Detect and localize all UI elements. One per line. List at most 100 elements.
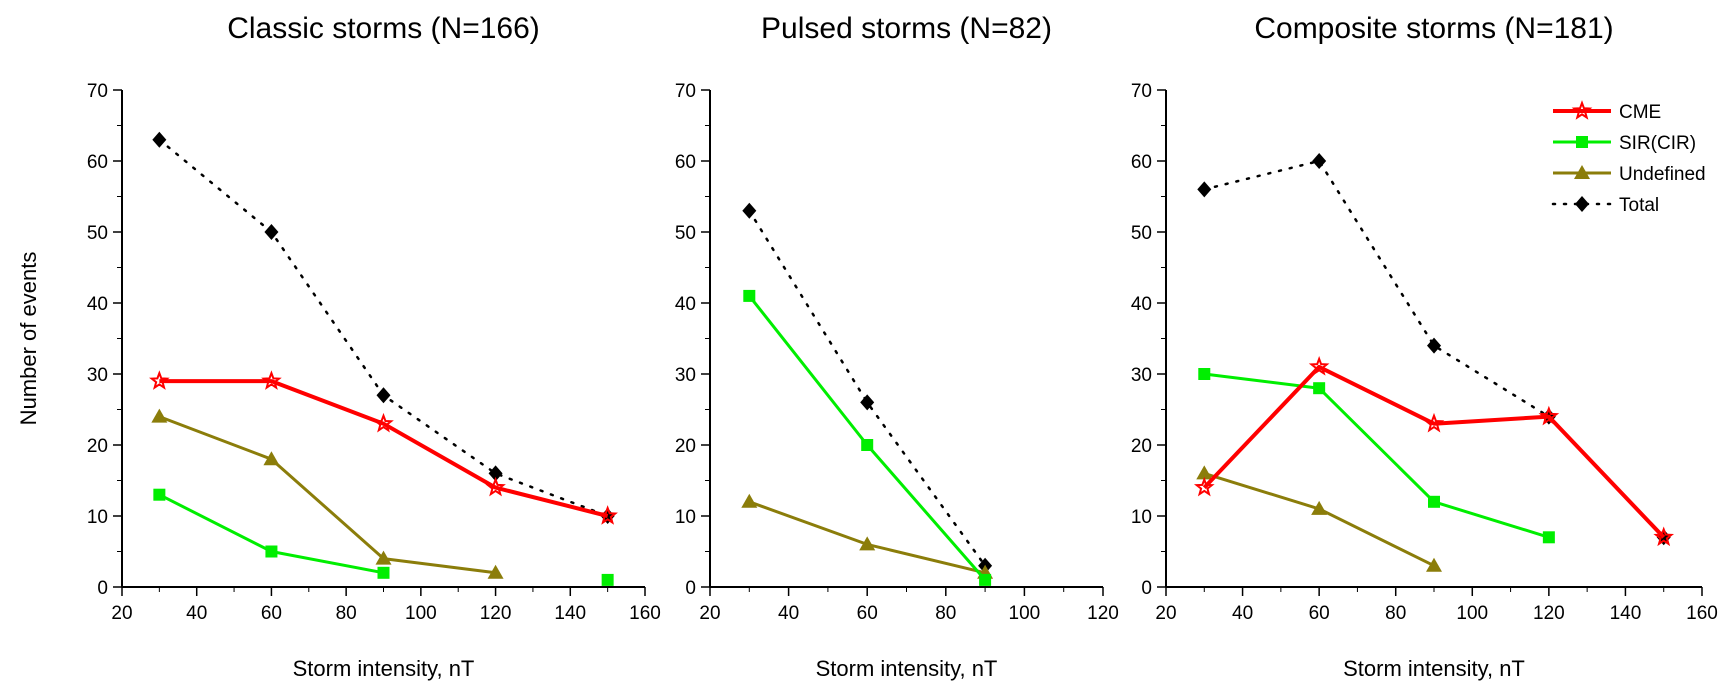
y-tick-label: 60 xyxy=(1131,152,1152,173)
series-cme xyxy=(149,370,618,525)
x-axis-label: Storm intensity, nT xyxy=(816,656,998,681)
y-tick-label: 10 xyxy=(675,507,696,528)
data-point-cme xyxy=(373,412,394,433)
legend-marker-total xyxy=(1575,196,1589,212)
x-tick-label: 20 xyxy=(111,603,132,624)
legend: CME SIR(CIR) Undefined Total xyxy=(1551,100,1706,216)
legend-marker-undefined xyxy=(1574,165,1590,179)
chart-panel-3: Composite storms (N=181) 0 10 20 30 40 50 60 70 2… xyxy=(1131,12,1718,681)
chart-panel-1: Classic storms (N=166) 0 10 20 30 40 50 60 70 20 4… xyxy=(16,12,661,681)
series-total xyxy=(152,131,615,524)
data-point-sir-cir xyxy=(1542,531,1555,544)
data-point-sir-cir xyxy=(601,573,614,586)
x-tick-label: 60 xyxy=(261,603,282,624)
series-line-total xyxy=(158,138,609,518)
x-tick-label: 60 xyxy=(857,603,878,624)
y-tick-label: 50 xyxy=(675,223,696,244)
series-line-total xyxy=(1203,159,1665,539)
data-point-sir-cir xyxy=(1313,382,1326,395)
legend-label-cme: CME xyxy=(1619,102,1661,123)
y-tick-label: 10 xyxy=(87,507,108,528)
x-tick-label: 100 xyxy=(405,603,437,624)
series-undefined xyxy=(741,493,994,579)
y-tick-label: 20 xyxy=(1131,436,1152,457)
series-sir-cir xyxy=(1198,368,1555,544)
data-point-cme xyxy=(1423,412,1445,433)
x-tick-label: 120 xyxy=(480,603,512,624)
x-tick-label: 60 xyxy=(1309,603,1330,624)
y-tick-label: 30 xyxy=(675,365,696,386)
y-tick-label: 40 xyxy=(675,294,696,315)
data-point-undefined xyxy=(741,493,758,508)
x-tick-label: 100 xyxy=(1456,603,1488,624)
data-point-cme xyxy=(1653,526,1675,547)
data-point-cme xyxy=(149,370,170,390)
data-point-total xyxy=(264,224,279,240)
x-tick-label: 80 xyxy=(1385,603,1406,624)
x-tick-label: 140 xyxy=(1610,603,1642,624)
series-line-sir-cir xyxy=(158,493,384,575)
y-tick-label: 0 xyxy=(1141,578,1152,599)
chart-title: Pulsed storms (N=82) xyxy=(761,12,1052,45)
data-point-total xyxy=(152,131,167,148)
data-point-cme xyxy=(485,476,506,497)
x-tick-label: 80 xyxy=(336,603,357,624)
data-point-sir-cir xyxy=(861,439,874,451)
x-tick-label: 120 xyxy=(1087,603,1119,624)
legend-marker-sir-cir xyxy=(1576,136,1588,148)
x-tick-label: 40 xyxy=(186,603,207,624)
data-point-sir-cir xyxy=(1428,495,1440,508)
series-line-sir-cir xyxy=(1204,372,1550,539)
x-tick-label: 160 xyxy=(1686,603,1718,624)
y-tick-label: 40 xyxy=(1131,294,1152,315)
series-total xyxy=(1197,153,1671,546)
data-point-undefined xyxy=(1311,500,1328,515)
series-cme xyxy=(1193,356,1675,547)
series-line-cme xyxy=(159,379,609,518)
data-point-sir-cir xyxy=(1198,368,1211,380)
data-point-total xyxy=(860,394,875,411)
x-tick-label: 20 xyxy=(699,603,720,624)
data-point-sir-cir xyxy=(377,566,390,579)
data-point-cme xyxy=(1193,476,1215,497)
legend-marker-cme xyxy=(1571,100,1593,120)
series-line-undefined xyxy=(1203,471,1435,568)
y-tick-label: 40 xyxy=(87,294,108,315)
x-tick-label: 40 xyxy=(1232,603,1253,624)
data-point-sir-cir xyxy=(153,488,166,501)
data-point-undefined xyxy=(487,564,504,579)
data-point-cme xyxy=(597,505,618,525)
data-point-cme xyxy=(261,370,282,390)
series-undefined xyxy=(1196,465,1442,572)
data-point-sir-cir xyxy=(743,289,756,302)
y-tick-label: 50 xyxy=(87,223,108,244)
series-sir-cir xyxy=(153,488,614,586)
y-tick-label: 60 xyxy=(675,152,696,173)
x-tick-label: 20 xyxy=(1155,603,1176,624)
data-point-undefined xyxy=(1196,465,1213,480)
legend-label-sir-cir: SIR(CIR) xyxy=(1619,133,1696,154)
data-point-total xyxy=(376,387,391,404)
x-tick-label: 40 xyxy=(778,603,799,624)
data-point-undefined xyxy=(1426,557,1442,572)
y-tick-label: 70 xyxy=(1131,81,1152,102)
x-tick-label: 120 xyxy=(1533,603,1565,624)
legend-label-total: Total xyxy=(1619,195,1659,216)
data-point-total xyxy=(1312,153,1327,169)
data-point-sir-cir xyxy=(979,573,992,586)
data-point-total xyxy=(1427,337,1441,354)
x-axis-label: Storm intensity, nT xyxy=(1343,656,1525,681)
data-point-cme xyxy=(1538,405,1560,426)
y-tick-label: 30 xyxy=(1131,365,1152,386)
y-axis-label: Number of events xyxy=(16,252,41,426)
series-total xyxy=(742,202,993,574)
series-line-undefined xyxy=(158,415,496,575)
data-point-undefined xyxy=(859,536,876,551)
chart-title: Composite storms (N=181) xyxy=(1254,12,1613,45)
legend-label-undefined: Undefined xyxy=(1619,164,1706,185)
y-tick-label: 70 xyxy=(87,81,108,102)
data-point-undefined xyxy=(263,451,280,466)
x-tick-label: 140 xyxy=(554,603,586,624)
